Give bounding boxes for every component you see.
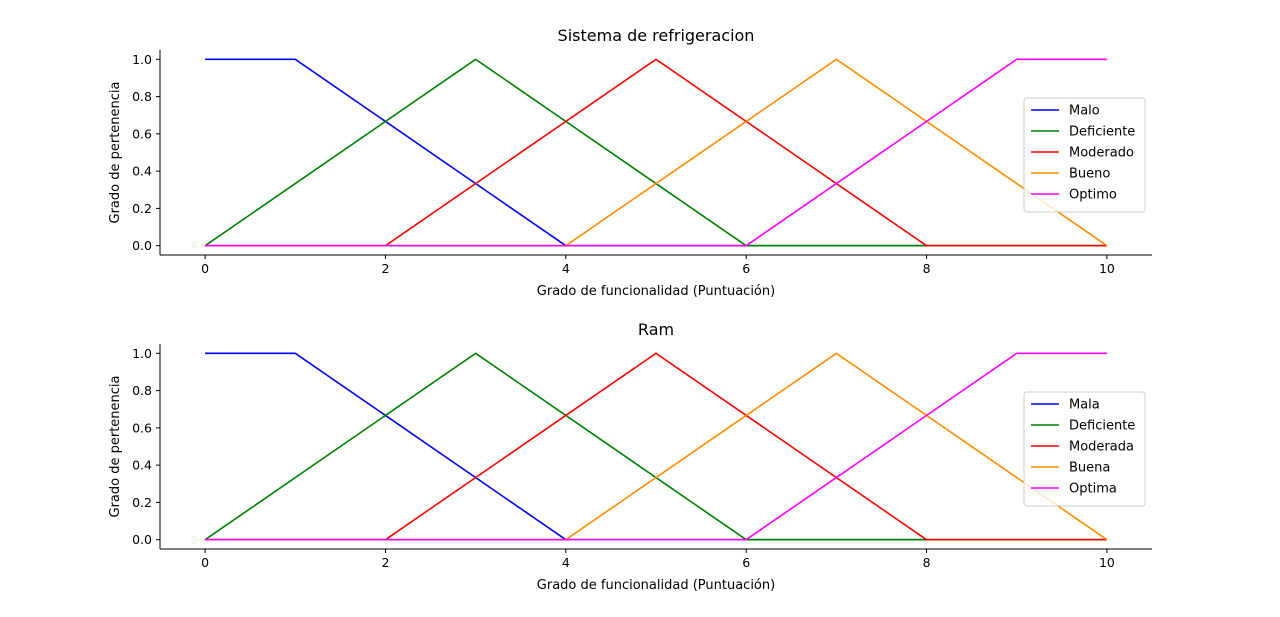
legend: Mala Deficiente Moderada Buena Optima [1023,391,1146,507]
legend-item: Optimo [1031,188,1117,203]
y-tick-label: 0.8 [132,89,152,104]
legend-item: Malo [1031,104,1100,119]
y-tick-label: 0.2 [132,201,152,216]
chart-1: Sistema de refrigeracion 0 2 4 6 8 10 0.0 0.2 0.4… [108,26,1152,299]
legend-box [1023,97,1146,213]
legend-label: Optima [1069,482,1117,497]
series-line-optima [205,352,1107,541]
legend-label: Bueno [1069,167,1110,182]
legend-label: Malo [1069,104,1100,119]
legend-label: Buena [1069,461,1110,476]
y-tick-label: 1.0 [132,52,152,67]
y-tick-label: 0.4 [132,164,152,179]
y-tick-label: 1.0 [132,346,152,361]
y-tick-label: 0.0 [132,238,152,253]
legend-label: Deficiente [1069,419,1135,434]
x-tick-label: 10 [1099,261,1115,276]
x-axis-label: Grado de funcionalidad (Puntuación) [537,578,775,593]
chart-title: Ram [638,320,674,339]
legend-item: Deficiente [1031,419,1135,434]
x-tick-label: 0 [201,555,209,570]
legend-box [1023,391,1146,507]
x-tick-label: 10 [1099,555,1115,570]
legend-item: Optima [1031,482,1117,497]
legend-item: Buena [1031,461,1110,476]
y-axis-label: Grado de pertenencia [108,376,123,518]
x-tick-label: 2 [381,261,389,276]
legend-item: Deficiente [1031,125,1135,140]
y-tick-label: 0.8 [132,383,152,398]
x-tick-label: 6 [742,555,750,570]
series-line-optimo [205,58,1107,247]
chart-2: Ram 0 2 4 6 8 10 0.0 0.2 0.4 0.6 0.8 1.0 Grado de fun… [108,320,1152,593]
y-tick-label: 0.6 [132,420,152,435]
legend-item: Mala [1031,398,1100,413]
legend-label: Moderado [1069,146,1134,161]
y-tick-label: 0.4 [132,458,152,473]
x-tick-label: 6 [742,261,750,276]
x-tick-label: 2 [381,555,389,570]
x-tick-label: 8 [923,261,931,276]
legend-label: Optimo [1069,188,1117,203]
y-axis-label: Grado de pertenencia [108,82,123,224]
legend-item: Moderada [1031,440,1134,455]
legend-label: Mala [1069,398,1100,413]
x-axis-label: Grado de funcionalidad (Puntuación) [537,284,775,299]
legend-label: Deficiente [1069,125,1135,140]
legend-item: Bueno [1031,167,1110,182]
legend-item: Moderado [1031,146,1134,161]
y-tick-label: 0.6 [132,126,152,141]
series-group [204,352,1108,541]
y-tick-label: 0.2 [132,495,152,510]
series-group [204,58,1108,247]
legend: Malo Deficiente Moderado Bueno Optimo [1023,97,1146,213]
x-tick-label: 8 [923,555,931,570]
x-tick-label: 0 [201,261,209,276]
x-tick-label: 4 [562,555,570,570]
legend-label: Moderada [1069,440,1134,455]
x-tick-label: 4 [562,261,570,276]
y-tick-label: 0.0 [132,532,152,547]
chart-title: Sistema de refrigeracion [558,26,755,45]
